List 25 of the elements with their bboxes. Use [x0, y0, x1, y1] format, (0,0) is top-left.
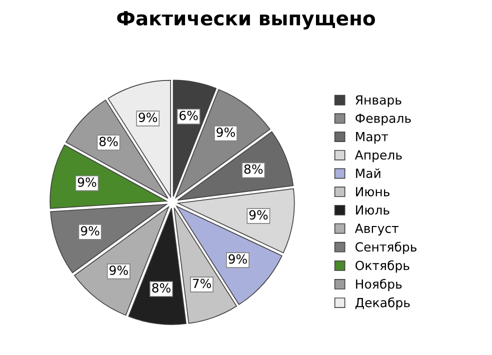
legend-label: Март — [356, 132, 388, 144]
data-label: 6% — [180, 110, 198, 120]
legend-label: Май — [356, 168, 380, 178]
legend-label: Июль — [356, 205, 390, 215]
data-label: 8% — [152, 283, 170, 293]
legend-label: Октябрь — [356, 260, 410, 273]
data-label: 9% — [228, 254, 247, 264]
legend-label: Ноябрь — [356, 278, 402, 292]
legend-label: Июнь — [356, 187, 390, 196]
legend-label: Февраль — [356, 114, 411, 126]
legend-label: Апрель — [354, 150, 402, 162]
data-label: 9% — [138, 112, 158, 122]
data-label: 9% — [78, 177, 96, 187]
data-label: 7% — [192, 278, 212, 288]
chart-title: Фактически выпущено — [117, 11, 375, 30]
data-label: 9% — [216, 128, 235, 137]
legend-label: Декабрь — [355, 297, 410, 310]
data-label: 8% — [99, 136, 118, 146]
data-label: 9% — [110, 266, 128, 275]
data-label: 8% — [244, 164, 263, 174]
legend-label: Сентябрь — [356, 242, 416, 254]
legend-label: Январь — [356, 95, 402, 108]
data-label: 9% — [249, 210, 268, 220]
data-label: 9% — [80, 226, 100, 236]
legend-label: Август — [354, 224, 398, 236]
